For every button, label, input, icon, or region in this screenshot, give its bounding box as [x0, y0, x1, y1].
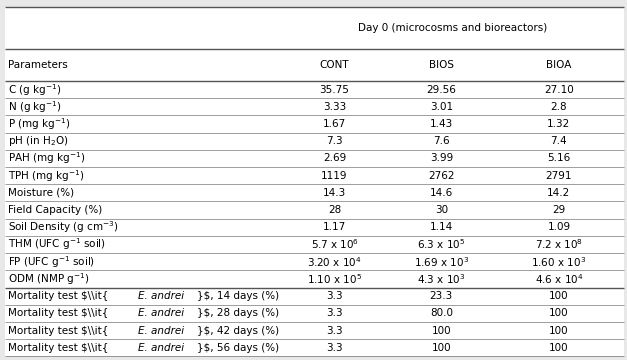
Text: 5.7 x 10$^{6}$: 5.7 x 10$^{6}$	[310, 238, 359, 251]
Text: 7.4: 7.4	[551, 136, 567, 146]
Text: 3.3: 3.3	[326, 325, 343, 336]
Text: 100: 100	[549, 325, 569, 336]
Text: C (g kg$^{-1}$): C (g kg$^{-1}$)	[8, 82, 61, 98]
Text: }$, 14 days (%): }$, 14 days (%)	[197, 291, 279, 301]
Text: Day 0 (microcosms and bioreactors): Day 0 (microcosms and bioreactors)	[357, 23, 547, 33]
Text: 35.75: 35.75	[320, 85, 349, 95]
Text: Mortality test $\\it{: Mortality test $\\it{	[8, 343, 108, 353]
Text: THM (UFC g$^{-1}$ soil): THM (UFC g$^{-1}$ soil)	[8, 237, 106, 252]
Text: 2791: 2791	[545, 171, 572, 181]
Text: Moisture (%): Moisture (%)	[8, 188, 74, 198]
Text: BIOA: BIOA	[546, 60, 572, 70]
Text: 3.3: 3.3	[326, 309, 343, 318]
Text: Field Capacity (%): Field Capacity (%)	[8, 205, 102, 215]
Text: BIOS: BIOS	[429, 60, 454, 70]
Text: 14.2: 14.2	[547, 188, 571, 198]
Text: N (g kg$^{-1}$): N (g kg$^{-1}$)	[8, 99, 62, 115]
Text: P (mg kg$^{-1}$): P (mg kg$^{-1}$)	[8, 116, 71, 132]
Text: 23.3: 23.3	[429, 291, 453, 301]
Text: 100: 100	[431, 325, 451, 336]
Text: 80.0: 80.0	[429, 309, 453, 318]
Text: 3.3: 3.3	[326, 343, 343, 353]
Text: 29: 29	[552, 205, 566, 215]
Text: PAH (mg kg$^{-1}$): PAH (mg kg$^{-1}$)	[8, 150, 85, 166]
Text: TPH (mg kg$^{-1}$): TPH (mg kg$^{-1}$)	[8, 168, 85, 184]
Text: Mortality test $\\it{: Mortality test $\\it{	[8, 325, 108, 336]
Text: 3.33: 3.33	[323, 102, 346, 112]
Text: E. andrei: E. andrei	[138, 309, 184, 318]
Text: }$, 42 days (%): }$, 42 days (%)	[197, 325, 279, 336]
Text: 4.3 x 10$^{3}$: 4.3 x 10$^{3}$	[417, 272, 466, 286]
Text: 2762: 2762	[428, 171, 455, 181]
Text: }$, 28 days (%): }$, 28 days (%)	[197, 309, 279, 318]
Text: 1.69 x 10$^{3}$: 1.69 x 10$^{3}$	[414, 255, 469, 269]
Text: 27.10: 27.10	[544, 85, 574, 95]
Text: }$, 56 days (%): }$, 56 days (%)	[197, 343, 279, 353]
Text: 4.6 x 10$^{4}$: 4.6 x 10$^{4}$	[535, 272, 583, 286]
Text: 1119: 1119	[321, 171, 348, 181]
Text: FP (UFC g$^{-1}$ soil): FP (UFC g$^{-1}$ soil)	[8, 254, 95, 270]
Text: 3.01: 3.01	[429, 102, 453, 112]
Text: Parameters: Parameters	[8, 60, 68, 70]
Text: 1.09: 1.09	[547, 222, 571, 232]
Text: 5.16: 5.16	[547, 153, 571, 163]
Text: 100: 100	[431, 343, 451, 353]
Text: 100: 100	[549, 291, 569, 301]
Text: 29.56: 29.56	[426, 85, 456, 95]
Text: pH (in H$_2$O): pH (in H$_2$O)	[8, 134, 69, 148]
Text: 2.69: 2.69	[323, 153, 346, 163]
Text: 7.2 x 10$^{8}$: 7.2 x 10$^{8}$	[535, 238, 583, 251]
Text: CONT: CONT	[320, 60, 349, 70]
Text: 100: 100	[549, 343, 569, 353]
Text: 1.17: 1.17	[323, 222, 346, 232]
Text: 3.3: 3.3	[326, 291, 343, 301]
Text: 28: 28	[328, 205, 341, 215]
Text: E. andrei: E. andrei	[138, 291, 184, 301]
Text: E. andrei: E. andrei	[138, 325, 184, 336]
Text: 14.3: 14.3	[323, 188, 346, 198]
Text: ODM (NMP g$^{-1}$): ODM (NMP g$^{-1}$)	[8, 271, 90, 287]
Text: Mortality test $\\it{: Mortality test $\\it{	[8, 309, 108, 318]
Text: 3.99: 3.99	[429, 153, 453, 163]
Text: 100: 100	[549, 309, 569, 318]
Text: 1.43: 1.43	[429, 119, 453, 129]
Text: Soil Density (g cm$^{-3}$): Soil Density (g cm$^{-3}$)	[8, 219, 119, 235]
Text: 30: 30	[435, 205, 448, 215]
Text: Mortality test $\\it{: Mortality test $\\it{	[8, 291, 108, 301]
Text: 2.8: 2.8	[551, 102, 567, 112]
Text: 7.3: 7.3	[326, 136, 343, 146]
Text: 3.20 x 10$^{4}$: 3.20 x 10$^{4}$	[307, 255, 362, 269]
Text: E. andrei: E. andrei	[138, 343, 184, 353]
Text: 6.3 x 10$^{5}$: 6.3 x 10$^{5}$	[417, 238, 465, 251]
Text: 1.32: 1.32	[547, 119, 571, 129]
Text: 7.6: 7.6	[433, 136, 450, 146]
Text: 1.60 x 10$^{3}$: 1.60 x 10$^{3}$	[531, 255, 586, 269]
Text: 1.67: 1.67	[323, 119, 346, 129]
Text: 1.14: 1.14	[429, 222, 453, 232]
Text: 14.6: 14.6	[429, 188, 453, 198]
Text: 1.10 x 10$^{5}$: 1.10 x 10$^{5}$	[307, 272, 362, 286]
